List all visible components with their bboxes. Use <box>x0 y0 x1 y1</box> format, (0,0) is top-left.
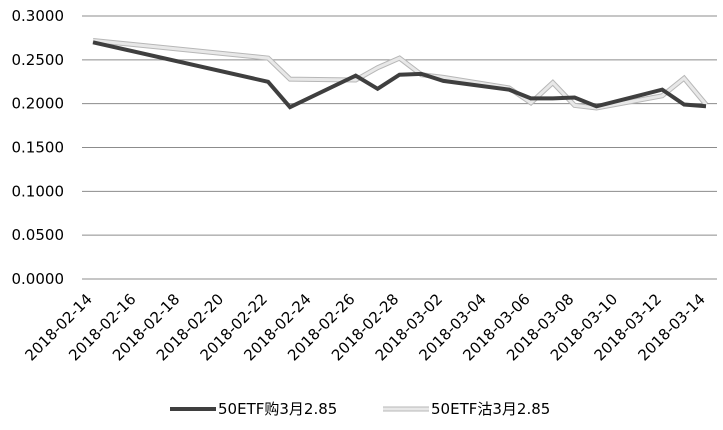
y-tick-label: 0.3000 <box>12 7 65 25</box>
y-tick-label: 0.1500 <box>12 139 65 157</box>
legend-label-put: 50ETF沽3月2.85 <box>431 400 550 418</box>
y-tick-label: 0.2500 <box>12 51 65 69</box>
series-lines <box>92 38 708 111</box>
legend-label-call: 50ETF购3月2.85 <box>218 400 337 418</box>
x-axis-tick-labels: 2018-02-142018-02-162018-02-182018-02-20… <box>21 290 708 364</box>
y-tick-label: 0.0000 <box>12 270 65 288</box>
series-line-call <box>92 40 707 110</box>
y-tick-label: 0.2000 <box>12 95 65 113</box>
series-line-put <box>92 39 708 110</box>
legend: 50ETF购3月2.85 50ETF沽3月2.85 <box>170 400 550 418</box>
y-tick-label: 0.1000 <box>12 182 65 200</box>
y-axis-tick-labels: 0.0000 0.0500 0.1000 0.1500 0.2000 0.2500 0.30… <box>12 7 65 288</box>
y-tick-label: 0.0500 <box>12 226 65 244</box>
